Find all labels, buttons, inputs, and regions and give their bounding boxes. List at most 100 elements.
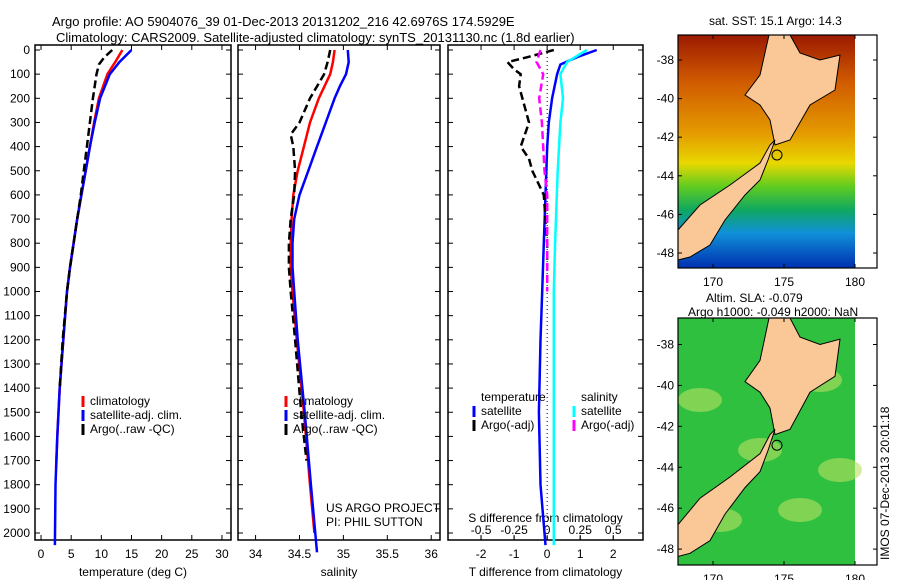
lat-tick-label: -42 [657,419,675,433]
x-tick-label: 25 [185,547,199,561]
legend-label: satellite [581,404,622,418]
lat-tick-label: -48 [657,246,675,260]
x-tick-label: 15 [125,547,139,561]
series-line-satellite-adj-clim- [291,49,350,553]
x-tick-label: 1 [577,547,584,561]
legend-label: satellite-adj. clim. [293,408,385,422]
x-tick-label: 35.5 [376,547,400,561]
legend-label: satellite [481,404,522,418]
series-line-s-satellite [552,48,588,546]
s-axis-label: S difference from climatology [468,511,623,525]
lat-tick-label: -38 [657,53,675,67]
lat-tick-label: -38 [657,338,675,352]
lon-tick-label: 170 [703,572,723,580]
x-tick-label: 5 [68,547,75,561]
s-tick-label: 0.25 [569,523,593,537]
sla-map-frame [677,317,878,566]
x-tick-label: 10 [95,547,109,561]
sla-map [677,317,878,566]
lon-tick-label: 180 [845,572,865,580]
x-tick-label: -2 [476,547,487,561]
lat-tick-label: -44 [657,460,675,474]
series-line-t-satellite [537,48,598,546]
depth-tick-label: 800 [10,236,30,250]
x-tick-label: 2 [610,547,617,561]
x-axis-label: T difference from climatology [469,565,623,579]
x-axis-label: salinity [321,565,358,579]
lat-tick-label: -40 [657,378,675,392]
north-island [744,317,841,436]
depth-tick-label: 1600 [3,429,30,443]
argo-position-marker [771,149,783,161]
sst-map-frame [677,34,878,269]
sla-anomaly [778,498,822,522]
s-tick-label: -0.5 [471,523,492,537]
legend-label: Argo(..raw -QC) [293,422,378,436]
depth-tick-label: 1700 [3,454,30,468]
s-tick-label: 0 [544,523,551,537]
annotation-text: PI: PHIL SUTTON [326,515,423,529]
depth-tick-label: 2000 [3,526,30,540]
x-tick-label: 30 [215,547,229,561]
depth-tick-label: 1000 [3,285,30,299]
lat-tick-label: -40 [657,92,675,106]
axes-box-0 [34,44,232,541]
depth-tick-label: 0 [23,43,30,57]
lat-tick-label: -46 [657,207,675,221]
sst-map [677,34,878,269]
annotation-text: US ARGO PROJECT [326,501,441,515]
argo-position-marker [771,439,783,451]
depth-tick-label: 600 [10,188,30,202]
depth-tick-label: 1100 [4,309,30,323]
series-line-s-argo-adj- [535,49,549,292]
lon-tick-label: 175 [774,275,794,289]
s-tick-label: 0.5 [605,523,622,537]
x-tick-label: 0 [544,547,551,561]
depth-tick-label: 200 [10,91,30,105]
depth-tick-label: 100 [10,67,30,81]
depth-tick-label: 500 [10,164,30,178]
axes-box-1 [237,44,441,541]
depth-tick-label: 1300 [3,357,30,371]
sla-anomaly [738,438,782,462]
depth-tick-label: 300 [10,115,30,129]
lon-tick-label: 180 [845,275,865,289]
series-line-argo-raw-qc- [58,49,114,389]
legend-label: climatology [293,394,353,408]
x-axis-label: temperature (deg C) [79,565,187,579]
depth-tick-label: 1500 [3,405,30,419]
series-line-t-argo-adj- [505,48,555,268]
sla-map-title-1: Altim. SLA: -0.079 [706,291,803,305]
lat-tick-label: -46 [657,501,675,515]
axes-box-2 [447,44,644,541]
sst-map-title: sat. SST: 15.1 Argo: 14.3 [709,14,842,28]
legend-label: temperature [481,390,546,404]
x-tick-label: 20 [155,547,169,561]
depth-tick-label: 700 [10,212,30,226]
sla-map-title-2: Argo h1000: -0.049 h2000: NaN [688,305,859,319]
s-tick-label: -0.25 [500,523,528,537]
x-tick-label: 34.5 [288,547,312,561]
sla-anomaly [818,458,862,482]
legend-label: salinity [581,390,618,404]
x-tick-label: 0 [38,547,45,561]
depth-tick-label: 1900 [3,502,30,516]
footer-timestamp: IMOS 07-Dec-2013 20:01:18 [878,406,892,560]
title-line-1: Argo profile: AO 5904076_39 01-Dec-2013 … [52,14,515,29]
legend-label: Argo(-adj) [581,418,634,432]
depth-tick-label: 1800 [3,478,30,492]
depth-tick-label: 1400 [3,381,30,395]
sla-anomaly [678,388,722,412]
south-island [677,139,776,261]
lat-tick-label: -44 [657,169,675,183]
depth-tick-label: 400 [10,140,30,154]
depth-tick-label: 1200 [3,333,30,347]
lat-tick-label: -48 [657,542,675,556]
x-tick-label: 36 [425,547,439,561]
series-line-climatology [289,49,336,534]
depth-tick-label: 900 [10,260,30,274]
title-line-2: Climatology: CARS2009. Satellite-adjuste… [56,30,575,45]
lon-tick-label: 175 [774,572,794,580]
